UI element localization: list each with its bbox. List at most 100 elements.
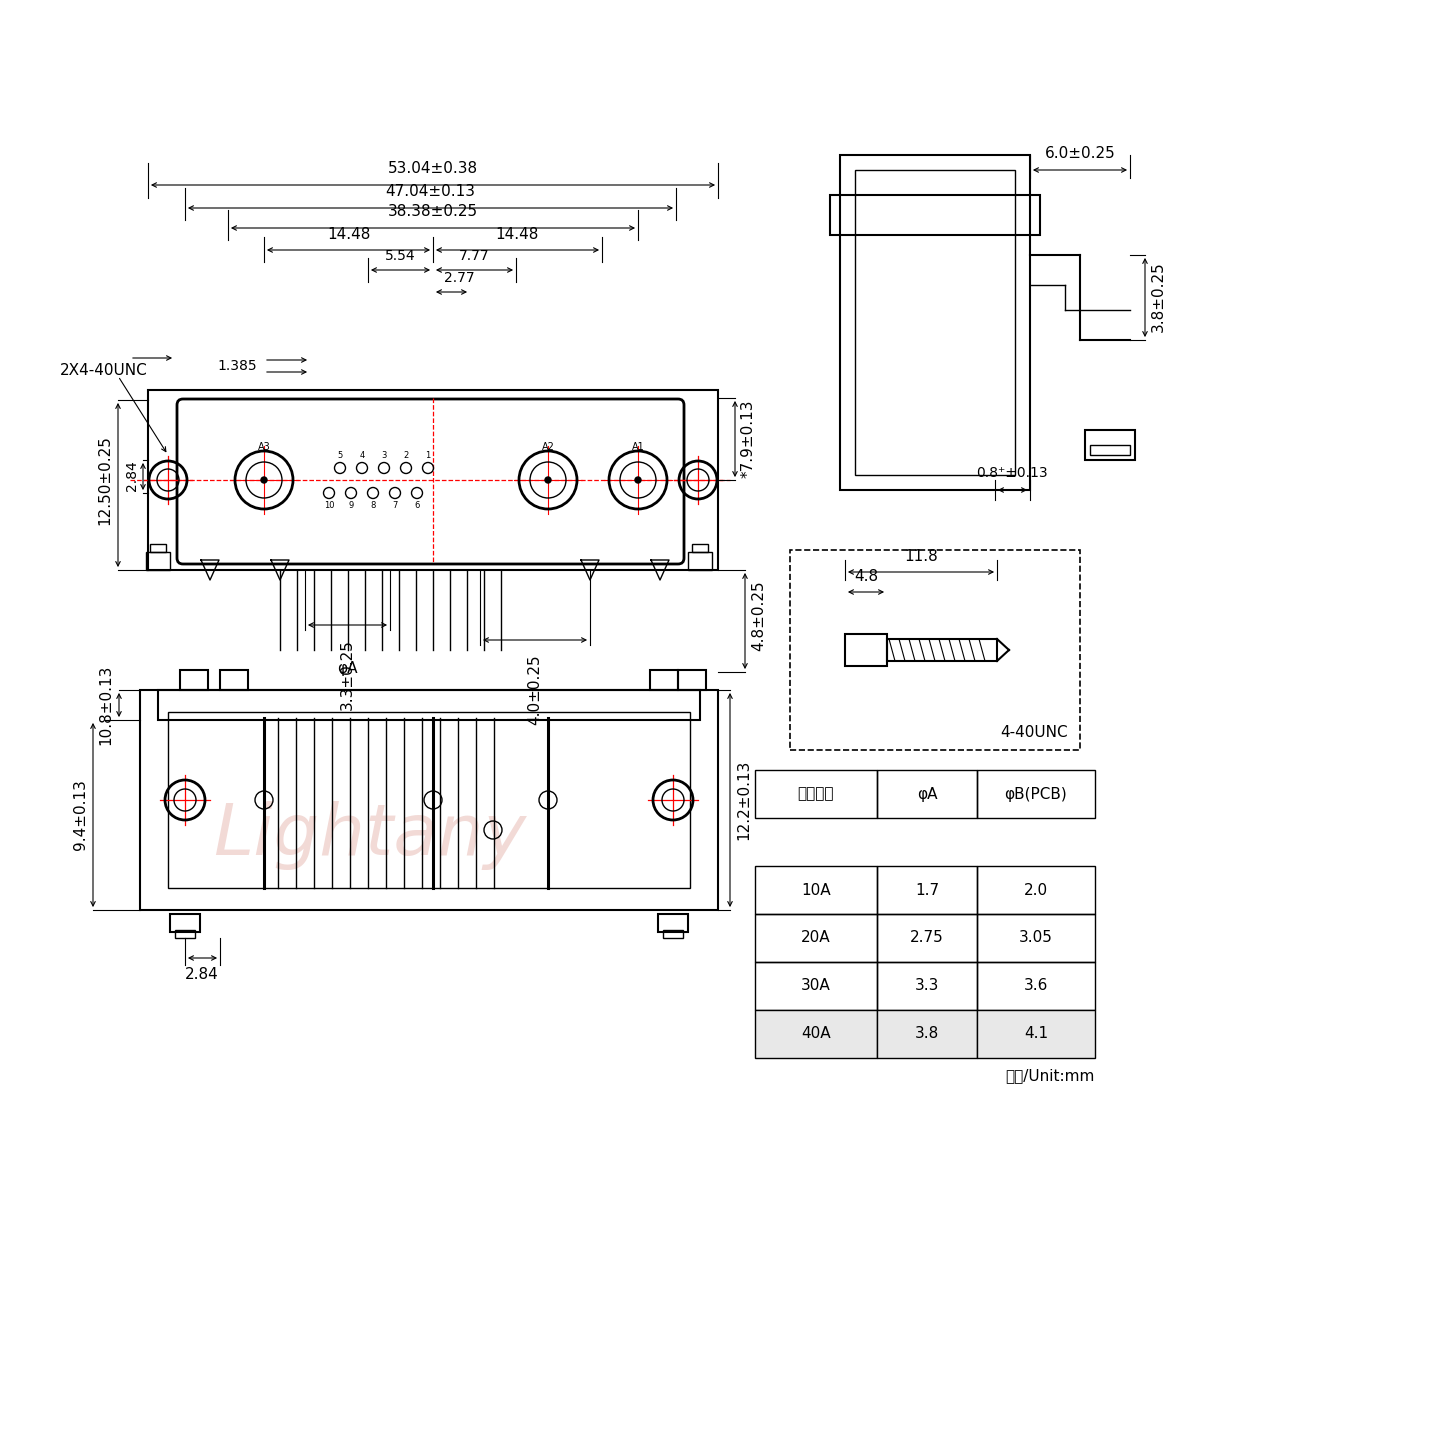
Bar	[840, 156, 1030, 490]
Bar	[148, 390, 719, 570]
Bar	[1084, 431, 1135, 459]
Bar	[877, 1009, 976, 1058]
Text: 9.4±0.13: 9.4±0.13	[73, 779, 88, 851]
Text: 2.75: 2.75	[910, 930, 943, 946]
Text: 3.8: 3.8	[914, 1027, 939, 1041]
Text: 3: 3	[382, 451, 387, 459]
Text: 10A: 10A	[801, 883, 831, 897]
Text: 1: 1	[425, 451, 431, 459]
FancyBboxPatch shape	[177, 399, 684, 564]
Bar	[168, 711, 690, 888]
Bar	[145, 552, 170, 570]
Bar	[976, 914, 1094, 962]
Bar	[678, 670, 706, 690]
Bar	[220, 670, 248, 690]
Text: A3: A3	[258, 442, 271, 452]
Text: 1.7: 1.7	[914, 883, 939, 897]
Polygon shape	[580, 560, 599, 580]
Bar	[755, 914, 877, 962]
Bar	[845, 634, 887, 665]
Text: *7.9±0.13: *7.9±0.13	[742, 400, 756, 478]
Text: 1.385: 1.385	[217, 359, 256, 373]
Circle shape	[635, 477, 641, 482]
Bar	[180, 670, 207, 690]
Bar	[1090, 445, 1130, 455]
Text: A1: A1	[632, 442, 644, 452]
Text: 6.0±0.25: 6.0±0.25	[1044, 145, 1116, 161]
Text: 12.2±0.13: 12.2±0.13	[736, 760, 752, 840]
Text: 11.8: 11.8	[904, 549, 937, 564]
Text: 38.38±0.25: 38.38±0.25	[387, 204, 478, 219]
Text: 12.50±0.25: 12.50±0.25	[96, 435, 112, 526]
Text: 3.6: 3.6	[1024, 979, 1048, 994]
Circle shape	[544, 477, 552, 482]
Text: 4.8: 4.8	[854, 569, 878, 585]
Bar	[693, 544, 708, 552]
Bar	[649, 670, 678, 690]
Polygon shape	[651, 560, 670, 580]
Text: 5: 5	[337, 451, 343, 459]
Text: 3.3±0.25: 3.3±0.25	[340, 639, 354, 710]
Text: φA: φA	[917, 786, 937, 802]
Text: 14.48: 14.48	[495, 228, 539, 242]
Text: A2: A2	[541, 442, 554, 452]
Text: 5.54: 5.54	[384, 249, 416, 264]
Polygon shape	[202, 560, 219, 580]
Bar	[877, 962, 976, 1009]
Text: 2.84: 2.84	[186, 968, 219, 982]
Bar	[755, 1009, 877, 1058]
Bar	[855, 170, 1015, 475]
Text: 7: 7	[392, 501, 397, 510]
Text: 10: 10	[324, 501, 334, 510]
Text: 2.84: 2.84	[125, 461, 140, 491]
Bar	[688, 552, 711, 570]
Text: 2.77: 2.77	[444, 271, 475, 285]
Text: 10.8±0.13: 10.8±0.13	[98, 665, 112, 744]
Text: 额定电流: 额定电流	[798, 786, 834, 802]
Text: 8: 8	[370, 501, 376, 510]
Bar	[887, 639, 996, 661]
Bar	[791, 550, 1080, 750]
Text: 4.1: 4.1	[1024, 1027, 1048, 1041]
Text: 3.05: 3.05	[1020, 930, 1053, 946]
Text: 2.0: 2.0	[1024, 883, 1048, 897]
Text: 3.8±0.25: 3.8±0.25	[1151, 262, 1166, 333]
Polygon shape	[271, 560, 289, 580]
Bar	[176, 930, 194, 937]
Text: 7.77: 7.77	[459, 249, 490, 264]
Text: 9: 9	[348, 501, 354, 510]
Text: 20A: 20A	[801, 930, 831, 946]
Bar	[150, 544, 166, 552]
Bar	[755, 962, 877, 1009]
Text: φA: φA	[337, 661, 357, 675]
Bar	[662, 930, 683, 937]
Bar	[140, 690, 719, 910]
Text: 6: 6	[415, 501, 419, 510]
Bar	[877, 914, 976, 962]
Bar	[976, 865, 1094, 914]
Bar	[877, 865, 976, 914]
Text: 4-40UNC: 4-40UNC	[1001, 724, 1068, 740]
Text: 40A: 40A	[801, 1027, 831, 1041]
Bar	[877, 770, 976, 818]
Text: 14.48: 14.48	[327, 228, 370, 242]
Bar	[976, 770, 1094, 818]
Text: 2X4-40UNC: 2X4-40UNC	[60, 363, 148, 377]
Bar	[755, 770, 877, 818]
Text: 3.3: 3.3	[914, 979, 939, 994]
Text: 4.0±0.25: 4.0±0.25	[527, 654, 543, 724]
Text: 单位/Unit:mm: 单位/Unit:mm	[1005, 1068, 1094, 1083]
Bar	[158, 690, 700, 720]
Text: 4: 4	[360, 451, 364, 459]
Bar	[829, 194, 1040, 235]
Bar	[755, 865, 877, 914]
Bar	[658, 914, 688, 932]
Bar	[976, 1009, 1094, 1058]
Bar	[170, 914, 200, 932]
Text: 30A: 30A	[801, 979, 831, 994]
Text: 53.04±0.38: 53.04±0.38	[387, 161, 478, 176]
Circle shape	[261, 477, 266, 482]
Text: 2: 2	[403, 451, 409, 459]
Text: 47.04±0.13: 47.04±0.13	[386, 184, 475, 199]
Text: 4.8±0.25: 4.8±0.25	[752, 580, 766, 651]
